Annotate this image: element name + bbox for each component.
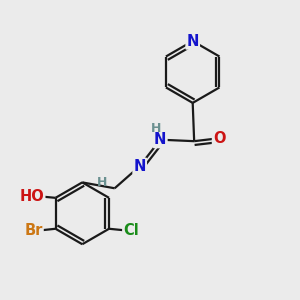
Text: H: H xyxy=(151,122,161,135)
Text: Cl: Cl xyxy=(123,223,139,238)
Text: N: N xyxy=(187,34,199,49)
Text: Br: Br xyxy=(24,223,43,238)
Text: H: H xyxy=(97,176,107,190)
Text: O: O xyxy=(213,131,225,146)
Text: N: N xyxy=(134,159,146,174)
Text: N: N xyxy=(154,132,167,147)
Text: HO: HO xyxy=(20,189,44,204)
